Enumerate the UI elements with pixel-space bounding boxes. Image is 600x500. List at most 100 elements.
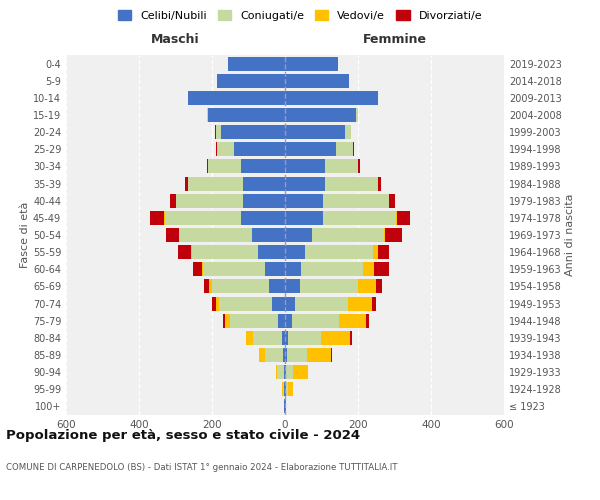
Bar — [208, 160, 241, 173]
Bar — [285, 125, 345, 139]
Bar — [269, 280, 285, 293]
Bar — [385, 228, 402, 242]
Bar — [350, 331, 352, 345]
Bar — [193, 262, 202, 276]
Bar — [178, 245, 191, 259]
Bar — [331, 348, 332, 362]
Text: Maschi: Maschi — [151, 32, 200, 46]
Bar — [373, 245, 378, 259]
Bar — [166, 228, 179, 242]
Bar — [299, 280, 358, 293]
Bar — [170, 194, 176, 207]
Bar — [356, 108, 358, 122]
Bar — [203, 262, 265, 276]
Bar — [285, 365, 286, 379]
Bar — [286, 382, 287, 396]
Bar — [252, 228, 285, 242]
Bar — [364, 262, 374, 276]
Bar — [234, 142, 285, 156]
Bar — [285, 194, 323, 207]
Bar — [292, 314, 339, 328]
Bar — [325, 160, 358, 173]
Bar — [265, 348, 283, 362]
Bar — [282, 331, 285, 345]
Bar — [285, 56, 338, 70]
Bar — [283, 348, 285, 362]
Bar — [325, 176, 378, 190]
Bar — [378, 176, 381, 190]
Bar — [285, 160, 325, 173]
Bar — [348, 296, 372, 310]
Bar — [323, 194, 389, 207]
Bar — [286, 365, 293, 379]
Bar — [313, 228, 383, 242]
Text: Femmine: Femmine — [362, 32, 427, 46]
Bar — [284, 365, 285, 379]
Bar — [285, 296, 295, 310]
Bar — [285, 108, 356, 122]
Bar — [243, 176, 285, 190]
Bar — [229, 56, 285, 70]
Bar — [257, 245, 285, 259]
Bar — [345, 125, 351, 139]
Text: COMUNE DI CARPENEDOLO (BS) - Dati ISTAT 1° gennaio 2024 - Elaborazione TUTTITALI: COMUNE DI CARPENEDOLO (BS) - Dati ISTAT … — [6, 464, 398, 472]
Bar — [179, 228, 252, 242]
Bar — [295, 296, 348, 310]
Bar — [225, 314, 230, 328]
Bar — [358, 280, 376, 293]
Legend: Celibi/Nubili, Coniugati/e, Vedovi/e, Divorziati/e: Celibi/Nubili, Coniugati/e, Vedovi/e, Di… — [113, 6, 487, 25]
Bar — [293, 365, 308, 379]
Bar — [287, 348, 307, 362]
Bar — [285, 74, 349, 88]
Bar — [253, 331, 282, 345]
Bar — [217, 74, 285, 88]
Bar — [372, 296, 376, 310]
Bar — [247, 331, 253, 345]
Bar — [288, 331, 321, 345]
Bar — [212, 280, 269, 293]
Bar — [285, 91, 378, 105]
Bar — [378, 245, 389, 259]
Bar — [285, 400, 286, 413]
Bar — [389, 194, 395, 207]
Bar — [285, 142, 336, 156]
Bar — [301, 262, 364, 276]
Bar — [215, 125, 221, 139]
Bar — [305, 245, 373, 259]
Bar — [285, 262, 301, 276]
Bar — [206, 160, 208, 173]
Bar — [175, 194, 243, 207]
Bar — [278, 314, 285, 328]
Y-axis label: Anni di nascita: Anni di nascita — [565, 194, 575, 276]
Bar — [215, 296, 220, 310]
Bar — [336, 142, 353, 156]
Bar — [323, 211, 397, 225]
Bar — [188, 176, 243, 190]
Bar — [284, 400, 285, 413]
Bar — [212, 296, 215, 310]
Bar — [376, 280, 382, 293]
Bar — [277, 365, 284, 379]
Bar — [285, 382, 286, 396]
Bar — [285, 331, 288, 345]
Text: Popolazione per età, sesso e stato civile - 2024: Popolazione per età, sesso e stato civil… — [6, 430, 360, 442]
Bar — [241, 211, 285, 225]
Bar — [287, 382, 293, 396]
Bar — [374, 262, 389, 276]
Bar — [217, 142, 234, 156]
Bar — [307, 348, 331, 362]
Bar — [383, 228, 385, 242]
Bar — [245, 331, 247, 345]
Bar — [208, 108, 285, 122]
Bar — [275, 365, 277, 379]
Y-axis label: Fasce di età: Fasce di età — [20, 202, 30, 268]
Bar — [283, 382, 284, 396]
Bar — [339, 314, 367, 328]
Bar — [188, 91, 285, 105]
Bar — [203, 280, 209, 293]
Bar — [397, 211, 410, 225]
Bar — [272, 296, 285, 310]
Bar — [149, 211, 164, 225]
Bar — [285, 348, 287, 362]
Bar — [192, 245, 257, 259]
